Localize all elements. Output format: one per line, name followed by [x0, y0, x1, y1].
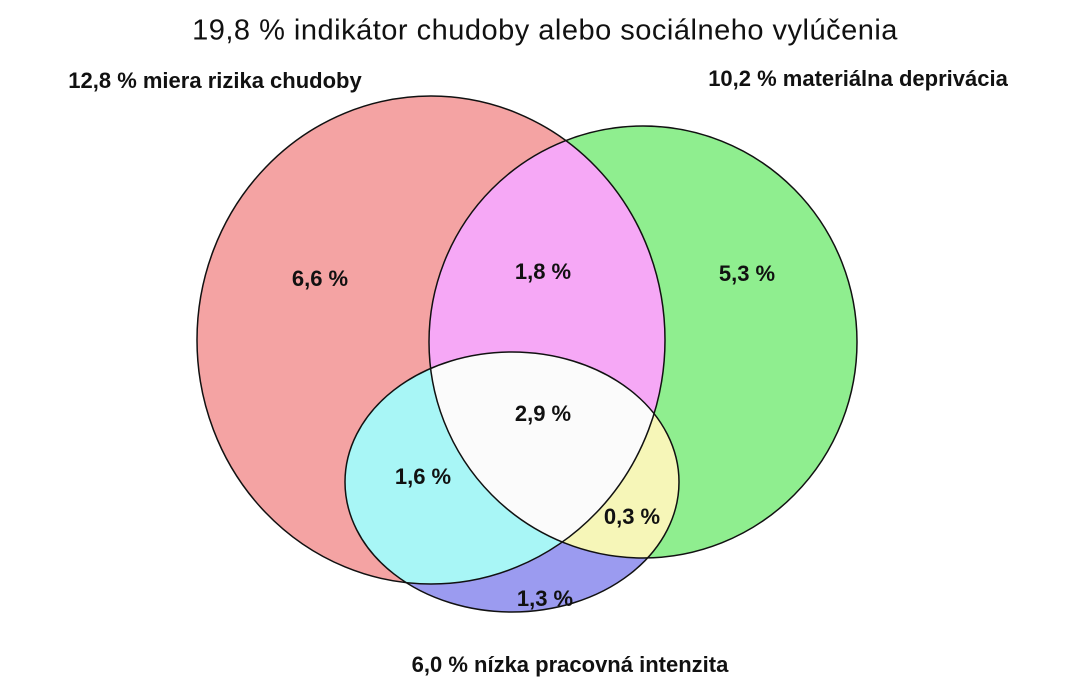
region-label: 1,3 % [517, 586, 573, 611]
region-label: 6,6 % [292, 266, 348, 291]
region-label: 1,6 % [395, 464, 451, 489]
set-label: 6,0 % nízka pracovná intenzita [412, 652, 729, 677]
outline-green [428, 125, 858, 559]
set-label: 12,8 % miera rizika chudoby [68, 68, 362, 93]
outline-red [196, 95, 666, 585]
region-label: 1,8 % [515, 259, 571, 284]
region-label: 0,3 % [604, 504, 660, 529]
title: 19,8 % indikátor chudoby alebo sociálneh… [192, 15, 898, 47]
outlines [196, 95, 858, 613]
set-label: 10,2 % materiálna deprivácia [708, 66, 1008, 91]
outline-blue [344, 351, 680, 613]
region-label: 5,3 % [719, 261, 775, 286]
region-label: 2,9 % [515, 401, 571, 426]
region-fills [197, 96, 857, 612]
